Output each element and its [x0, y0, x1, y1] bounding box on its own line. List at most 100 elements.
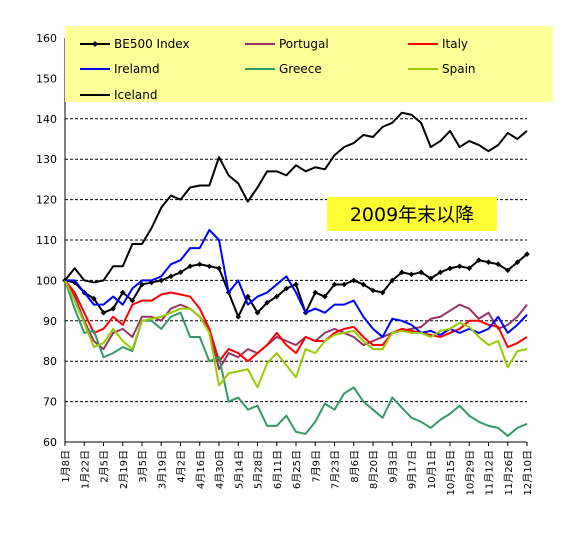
legend-item: Portugal: [245, 37, 329, 51]
data-point: [389, 277, 396, 284]
data-point: [456, 263, 463, 270]
x-tick-label: 5月28日: [253, 450, 265, 489]
data-point: [476, 257, 482, 263]
x-tick-label: 1月22日: [79, 450, 91, 489]
legend-label: Spain: [442, 62, 476, 76]
legend-label: Italy: [442, 37, 468, 51]
data-point: [71, 279, 78, 286]
data-point: [196, 261, 203, 268]
y-tick-label: 60: [43, 436, 57, 449]
data-point: [437, 269, 444, 276]
x-tick-label: 8月20日: [368, 450, 380, 489]
annotation-text: 2009年末以降: [350, 204, 474, 226]
x-tick-label: 1月8日: [60, 450, 72, 483]
data-point: [273, 293, 280, 300]
legend-label: Irelamd: [114, 62, 160, 76]
annotation-background: [327, 197, 497, 231]
x-tick-label: 3月5日: [137, 450, 149, 483]
series-lines: [62, 111, 530, 437]
y-tick-label: 160: [36, 32, 57, 45]
data-point: [168, 273, 174, 280]
data-point: [206, 263, 213, 270]
legend-label: Iceland: [114, 88, 157, 102]
x-tick-label: 6月25日: [291, 450, 303, 489]
data-point: [379, 289, 386, 296]
data-point: [427, 275, 434, 282]
legend-item: BE500 Index: [80, 37, 190, 51]
x-axis: 1月8日 1月22日 2月5日 2月19日 3月5日 3月19日 4月2日 4月16日 4月30…: [60, 441, 534, 495]
series-line: [64, 111, 528, 284]
legend-item: Spain: [408, 62, 476, 76]
y-axis: 60 70 80 90 100 110 120 130 140 150 160: [36, 32, 66, 449]
series-line: [64, 279, 528, 371]
legend-item: Irelamd: [80, 62, 160, 76]
data-point: [504, 267, 511, 274]
x-tick-label: 11月12日: [484, 450, 496, 495]
data-point: [100, 309, 107, 316]
y-tick-label: 70: [43, 396, 57, 409]
data-point: [119, 289, 126, 296]
x-tick-label: 8月6日: [349, 450, 361, 483]
data-point: [350, 277, 357, 284]
data-point: [245, 293, 251, 300]
x-tick-label: 10月29日: [464, 450, 476, 495]
series-italy: [64, 279, 528, 363]
legend-item: Iceland: [80, 88, 157, 102]
series-portugal: [64, 279, 528, 371]
y-tick-label: 90: [43, 315, 57, 328]
data-point: [341, 281, 347, 288]
x-tick-label: 10月1日: [426, 450, 438, 489]
y-tick-label: 80: [43, 355, 57, 368]
data-point: [514, 259, 521, 266]
y-tick-label: 100: [36, 274, 57, 287]
x-tick-label: 6月11日: [272, 450, 284, 489]
data-point: [399, 269, 405, 276]
y-tick-label: 150: [36, 72, 57, 85]
data-point: [91, 295, 97, 302]
data-point: [177, 269, 184, 276]
data-point: [293, 281, 299, 288]
annotation: 2009年末以降: [327, 197, 497, 231]
x-tick-label: 9月17日: [407, 450, 419, 489]
data-point: [466, 265, 473, 272]
data-point: [264, 299, 270, 306]
data-point: [524, 251, 530, 257]
legend-label: Portugal: [279, 37, 329, 51]
data-point: [331, 281, 338, 288]
data-point: [129, 297, 136, 304]
series-iceland: [64, 111, 528, 284]
legend-item: Italy: [408, 37, 468, 51]
data-point: [370, 287, 376, 294]
data-point: [312, 289, 319, 296]
data-point: [485, 259, 492, 266]
x-tick-label: 3月19日: [156, 450, 168, 489]
legend-background: [65, 26, 553, 102]
x-tick-label: 11月26日: [503, 450, 515, 495]
x-tick-label: 9月3日: [387, 450, 399, 483]
x-tick-label: 12月10日: [522, 450, 534, 495]
x-tick-label: 4月16日: [195, 450, 207, 489]
legend-item: Greece: [245, 62, 322, 76]
data-point: [110, 305, 116, 312]
y-tick-label: 110: [36, 234, 57, 247]
series-line: [64, 279, 528, 389]
data-point: [408, 271, 415, 278]
data-point: [254, 309, 261, 316]
x-tick-label: 4月2日: [176, 450, 188, 483]
data-point: [148, 279, 155, 286]
y-tick-label: 140: [36, 113, 57, 126]
legend-label: BE500 Index: [114, 37, 190, 51]
data-point: [322, 293, 328, 300]
series-spain: [64, 279, 528, 389]
legend-label: Greece: [279, 62, 322, 76]
x-tick-label: 4月30日: [214, 450, 226, 489]
data-point: [139, 281, 145, 288]
data-point: [235, 313, 242, 320]
x-tick-label: 2月19日: [118, 450, 130, 489]
data-point: [283, 285, 290, 292]
x-tick-label: 10月15日: [445, 450, 457, 495]
x-tick-label: 2月5日: [99, 450, 111, 483]
x-tick-label: 5月14日: [233, 450, 245, 489]
